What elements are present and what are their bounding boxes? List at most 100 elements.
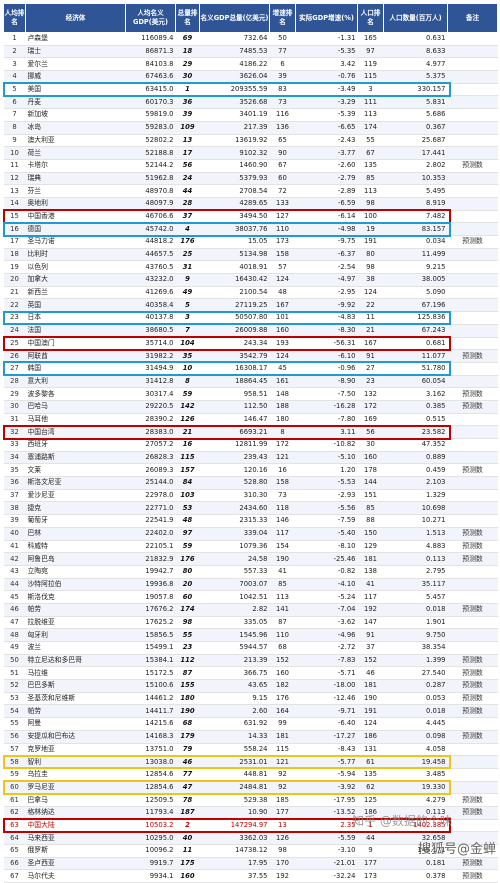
cell-total-rank: 23 xyxy=(175,641,200,655)
cell-total-rank: 40 xyxy=(175,831,200,845)
cell-population: 27.540 xyxy=(383,666,448,681)
table-row: 32 中国台湾 28383.0 21 6693.21 8 3.11 56 23.582 xyxy=(3,425,498,439)
cell-per-capita-rank: 13 xyxy=(3,184,26,198)
cell-economy: 美国 xyxy=(25,83,126,97)
cell-growth-rank: 98 xyxy=(269,844,296,858)
cell-growth-rank: 65 xyxy=(269,134,296,148)
cell-nominal-gdp: 213.39 xyxy=(199,654,270,668)
cell-real-growth: -2.72 xyxy=(295,641,358,655)
cell-per-capita-rank: 45 xyxy=(3,590,26,604)
cell-nominal-gdp: 1079.36 xyxy=(199,540,270,554)
cell-real-growth: -2.95 xyxy=(295,286,358,300)
table-row: 44 沙特阿拉伯 19936.8 20 7003.07 85 -4.10 41 35.117 xyxy=(3,578,498,592)
cell-per-capita-rank: 62 xyxy=(3,806,26,820)
cell-total-rank: 7 xyxy=(175,324,200,338)
cell-per-capita-rank: 55 xyxy=(3,717,26,731)
cell-growth-rank: 188 xyxy=(269,400,296,414)
cell-real-growth: -5.39 xyxy=(295,108,358,122)
cell-growth-rank: 39 xyxy=(269,70,296,84)
cell-economy: 以色列 xyxy=(25,260,126,275)
cell-economy: 波多黎各 xyxy=(25,387,126,401)
table-row: 15 中国香港 46706.6 37 3494.50 127 -6.14 100 7.482 xyxy=(3,210,498,224)
table-row: 1 卢森堡 116089.4 69 732.64 50 -1.31 165 0.631 xyxy=(3,32,498,46)
cell-economy: 立陶宛 xyxy=(25,565,126,579)
cell-growth-rank: 160 xyxy=(269,324,296,338)
cell-nominal-gdp: 2708.54 xyxy=(199,184,270,198)
cell-growth-rank: 92 xyxy=(269,781,296,795)
cell-per-capita-rank: 10 xyxy=(3,146,26,160)
cell-gdp-per-capita: 31494.9 xyxy=(125,362,176,376)
cell-note xyxy=(447,95,498,110)
cell-real-growth: -2.54 xyxy=(295,260,358,275)
cell-gdp-per-capita: 11793.4 xyxy=(125,806,176,820)
cell-economy: 特立尼达和多巴哥 xyxy=(25,654,126,668)
cell-gdp-per-capita: 59283.0 xyxy=(125,121,176,135)
cell-real-growth: -7.04 xyxy=(295,603,358,617)
cell-per-capita-rank: 24 xyxy=(3,324,26,338)
table-row: 38 捷克 22771.0 53 2434.60 118 -5.56 85 10.698 xyxy=(3,501,498,516)
cell-note xyxy=(447,286,498,300)
cell-real-growth: -5.56 xyxy=(295,501,358,516)
table-row: 37 爱沙尼亚 22978.0 103 310.30 73 -2.93 151 1.329 xyxy=(3,489,498,503)
cell-economy: 沙特阿拉伯 xyxy=(25,578,126,592)
table-row: 8 冰岛 59283.0 109 217.39 136 -6.65 174 0.367 xyxy=(3,121,498,135)
cell-per-capita-rank: 46 xyxy=(3,603,26,617)
cell-population-rank: 100 xyxy=(357,210,384,224)
cell-population-rank: 46 xyxy=(357,666,384,681)
cell-per-capita-rank: 50 xyxy=(3,654,26,668)
cell-note: 预测数 xyxy=(447,400,498,414)
cell-population: 2.802 xyxy=(383,159,448,173)
cell-population: 146.171 xyxy=(383,844,448,858)
cell-population: 0.631 xyxy=(383,32,448,46)
cell-gdp-per-capita: 38680.5 xyxy=(125,324,176,338)
cell-nominal-gdp: 9102.32 xyxy=(199,146,270,160)
cell-gdp-per-capita: 12509.5 xyxy=(125,793,176,807)
cell-growth-rank: 115 xyxy=(269,743,296,757)
cell-real-growth: -8.43 xyxy=(295,743,358,757)
cell-growth-rank: 126 xyxy=(269,831,296,845)
cell-gdp-per-capita: 44657.5 xyxy=(125,248,176,262)
cell-per-capita-rank: 47 xyxy=(3,616,26,630)
cell-population-rank: 151 xyxy=(357,489,384,503)
cell-total-rank: 80 xyxy=(175,565,200,579)
cell-growth-rank: 160 xyxy=(269,666,296,681)
cell-economy: 巴巴多斯 xyxy=(25,679,126,693)
cell-note xyxy=(447,337,498,351)
cell-growth-rank: 48 xyxy=(269,286,296,300)
cell-growth-rank: 110 xyxy=(269,222,296,236)
cell-gdp-per-capita: 67463.6 xyxy=(125,70,176,84)
cell-nominal-gdp: 2.82 xyxy=(199,603,270,617)
table-row: 42 阿鲁巴岛 21832.9 176 24.58 190 -25.46 181 0.113 预测… xyxy=(3,552,498,566)
cell-nominal-gdp: 339.04 xyxy=(199,527,270,541)
cell-economy: 马来西亚 xyxy=(25,831,126,845)
cell-total-rank: 56 xyxy=(175,159,200,173)
cell-total-rank: 31 xyxy=(175,260,200,275)
cell-population: 5.375 xyxy=(383,70,448,84)
cell-population-rank: 97 xyxy=(357,45,384,59)
cell-gdp-per-capita: 15384.1 xyxy=(125,654,176,668)
cell-growth-rank: 50 xyxy=(269,32,296,46)
cell-gdp-per-capita: 10295.0 xyxy=(125,831,176,845)
cell-growth-rank: 8 xyxy=(269,425,296,439)
cell-gdp-per-capita: 22541.9 xyxy=(125,514,176,528)
cell-per-capita-rank: 25 xyxy=(3,337,26,351)
cell-population: 0.053 xyxy=(383,692,448,706)
cell-gdp-per-capita: 48970.8 xyxy=(125,184,176,198)
cell-nominal-gdp: 147294.97 xyxy=(199,819,270,833)
cell-economy: 卡塔尔 xyxy=(25,159,126,173)
cell-population-rank: 190 xyxy=(357,692,384,706)
cell-population: 1.901 xyxy=(383,616,448,630)
table-row: 2 瑞士 86871.3 18 7485.53 77 -5.35 97 8.633 xyxy=(3,45,498,59)
cell-population: 8.919 xyxy=(383,197,448,211)
cell-population-rank: 19 xyxy=(357,222,384,236)
cell-population: 0.113 xyxy=(383,806,448,820)
cell-growth-rank: 193 xyxy=(269,337,296,351)
cell-note xyxy=(447,273,498,287)
table-row: 34 塞浦路斯 26828.3 115 239.43 121 -5.10 160 0.889 xyxy=(3,451,498,465)
cell-population-rank: 80 xyxy=(357,248,384,262)
cell-nominal-gdp: 3526.68 xyxy=(199,95,270,110)
cell-nominal-gdp: 335.05 xyxy=(199,616,270,630)
table-row: 51 马拉维 15172.5 87 366.75 160 -5.71 46 27.540 预测数 xyxy=(3,666,498,681)
cell-gdp-per-capita: 9919.7 xyxy=(125,857,176,871)
cell-per-capita-rank: 30 xyxy=(3,400,26,414)
